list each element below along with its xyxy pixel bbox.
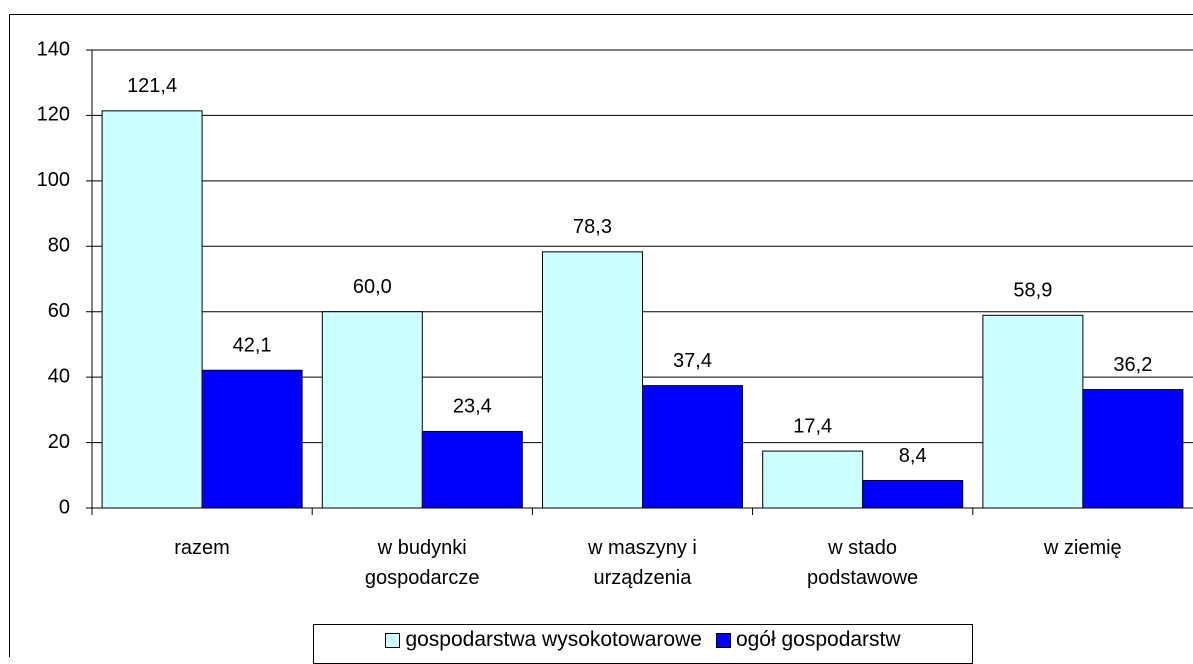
legend-swatch: [716, 633, 731, 648]
y-tick-label: 140: [37, 38, 70, 60]
data-label: 60,0: [353, 276, 392, 298]
bar: [1083, 390, 1183, 508]
bar: [643, 386, 743, 508]
data-label: 37,4: [673, 350, 712, 372]
y-tick-label: 0: [59, 496, 70, 518]
legend-swatch: [385, 633, 400, 648]
legend-label: gospodarstwa wysokotowarowe: [405, 628, 701, 652]
y-tick-label: 20: [48, 431, 70, 453]
x-tick-label: w maszyny i urządzenia: [532, 533, 752, 593]
bar: [863, 481, 963, 508]
x-tick-label: w stado podstawowe: [753, 533, 973, 593]
data-label: 23,4: [453, 396, 492, 418]
bar: [202, 370, 302, 508]
data-label: 8,4: [899, 445, 927, 467]
bar: [763, 451, 863, 508]
data-label: 121,4: [127, 75, 177, 97]
y-tick-label: 100: [37, 169, 70, 191]
legend: gospodarstwa wysokotowarowe ogół gospodar…: [313, 624, 973, 664]
y-tick-label: 120: [37, 104, 70, 126]
data-label: 78,3: [573, 216, 612, 238]
data-label: 17,4: [793, 415, 832, 437]
bar: [102, 111, 202, 508]
data-label: 58,9: [1013, 280, 1052, 302]
legend-label: ogół gospodarstw: [736, 628, 901, 652]
x-tick-label: w ziemię: [973, 533, 1193, 563]
legend-item: gospodarstwa wysokotowarowe: [385, 628, 701, 652]
legend-item: ogół gospodarstw: [716, 628, 901, 652]
y-tick-label: 80: [48, 235, 70, 257]
bar: [543, 252, 643, 508]
bar: [422, 431, 522, 508]
x-tick-label: w budynki gospodarcze: [312, 533, 532, 593]
x-tick-label: razem: [92, 533, 312, 563]
data-label: 36,2: [1113, 354, 1152, 376]
y-tick-label: 60: [48, 300, 70, 322]
data-label: 42,1: [233, 335, 272, 357]
bar: [322, 312, 422, 508]
bar: [983, 315, 1083, 508]
y-tick-label: 40: [48, 365, 70, 387]
